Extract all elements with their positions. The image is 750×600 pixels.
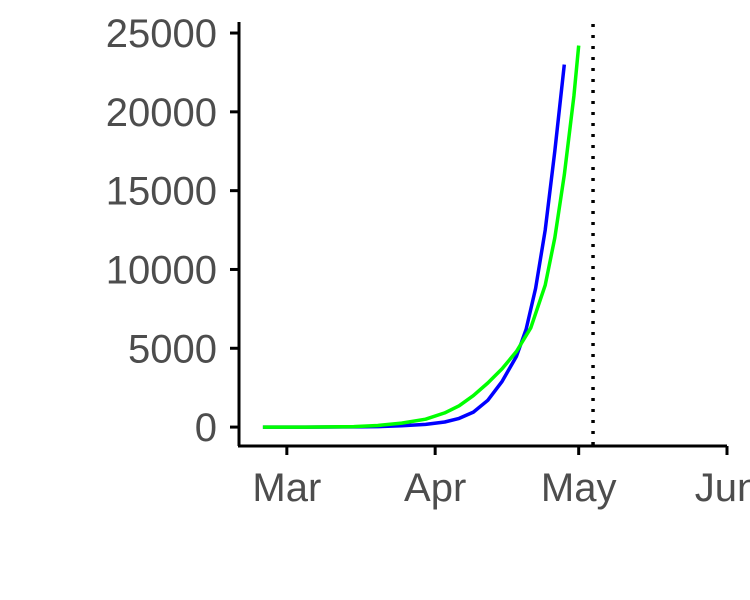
x-tick-label: Apr <box>404 466 466 510</box>
y-tick-label: 25000 <box>106 12 217 56</box>
y-tick-label: 0 <box>195 406 217 450</box>
series-line-2 <box>262 45 581 429</box>
y-axis-ticks: 0 5000 10000 15000 20000 25000 <box>106 12 239 450</box>
x-tick-label: Mar <box>252 466 321 510</box>
plot-series <box>262 45 581 429</box>
y-tick-label: 15000 <box>106 170 217 214</box>
y-tick-label: 10000 <box>106 248 217 292</box>
x-tick-label: Jun <box>695 466 750 510</box>
x-axis-ticks: Mar Apr May Jun <box>252 446 750 510</box>
y-tick-label: 20000 <box>106 91 217 135</box>
series-line-1 <box>262 64 567 429</box>
x-tick-label: May <box>541 466 617 510</box>
y-tick-label: 5000 <box>128 327 217 371</box>
